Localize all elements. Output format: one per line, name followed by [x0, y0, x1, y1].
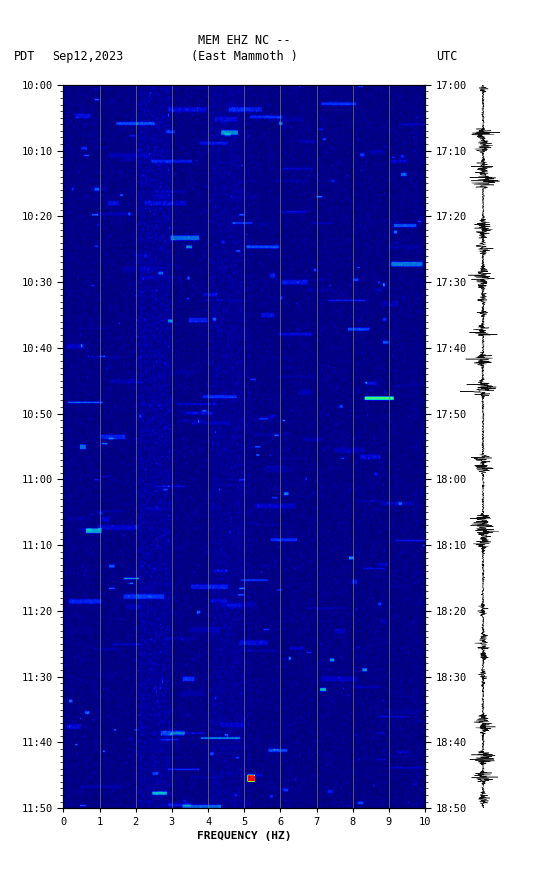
Text: UTC: UTC	[436, 50, 458, 63]
Text: Sep12,2023: Sep12,2023	[52, 50, 124, 63]
Text: PDT: PDT	[14, 50, 35, 63]
Text: (East Mammoth ): (East Mammoth )	[191, 50, 298, 63]
X-axis label: FREQUENCY (HZ): FREQUENCY (HZ)	[197, 831, 291, 841]
Text: MEM EHZ NC --: MEM EHZ NC --	[198, 34, 290, 46]
Text: USGS: USGS	[14, 17, 52, 29]
